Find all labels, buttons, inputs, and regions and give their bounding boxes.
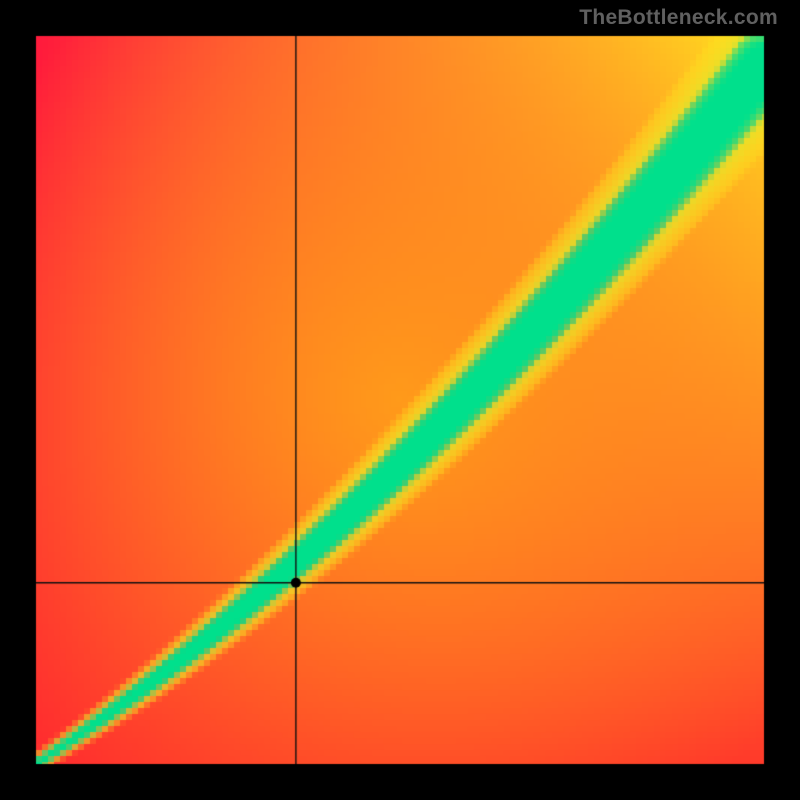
watermark-text: TheBottleneck.com bbox=[579, 6, 778, 30]
heatmap-canvas bbox=[0, 0, 800, 800]
chart-container: TheBottleneck.com bbox=[0, 0, 800, 800]
